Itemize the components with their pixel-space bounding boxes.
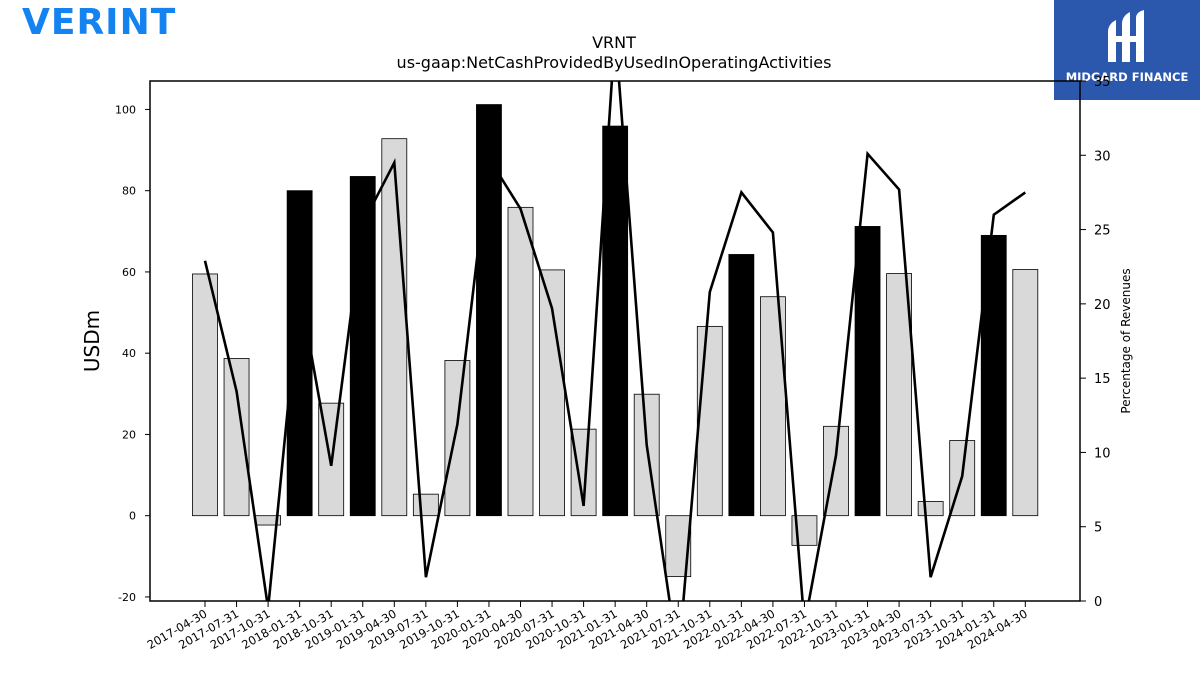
y-tick-label: 80 (122, 185, 136, 198)
y-axis-label: USDm (80, 310, 104, 372)
y2-tick-label: 0 (1094, 595, 1102, 610)
bar-2022-01-31 (728, 254, 755, 517)
bar-2024-04-30 (1012, 269, 1039, 517)
bar-2023-07-31 (917, 501, 944, 517)
y-tick-label: -20 (118, 591, 136, 604)
y-tick-label: 60 (122, 266, 136, 279)
plot-frame (149, 80, 1081, 602)
bar-2018-01-31 (286, 190, 313, 517)
partner-name: MIDGARD FINANCE (1065, 70, 1189, 84)
bar-2023-01-31 (854, 226, 881, 517)
y2-tick-label: 20 (1094, 298, 1111, 313)
y2-tick-label: 25 (1094, 224, 1111, 239)
bar-2017-07-31 (223, 358, 250, 517)
verint-logo: VERINT (22, 2, 177, 43)
y-tick-label: 100 (115, 103, 136, 116)
y2-tick-label: 35 (1094, 75, 1111, 90)
midgard-mark-icon (1108, 10, 1144, 62)
y2-tick-label: 30 (1094, 149, 1111, 164)
bar-2020-04-30 (507, 206, 534, 517)
y2-axis-label: Percentage of Revenues (1119, 268, 1133, 413)
bar-2019-10-31 (444, 360, 471, 517)
bar-2023-04-30 (886, 273, 912, 517)
chart-subtitle: us-gaap:NetCashProvidedByUsedInOperating… (397, 53, 832, 72)
bar-2019-07-31 (412, 493, 439, 517)
percentage-line (203, 81, 1027, 601)
chart-title: VRNT (592, 33, 636, 52)
bar-2017-04-30 (192, 273, 218, 517)
y2-tick-label: 10 (1094, 446, 1111, 461)
line-layer (203, 81, 1027, 601)
y2-tick-label: 15 (1094, 372, 1111, 387)
y2-tick-label: 5 (1094, 521, 1102, 536)
bars-layer (192, 104, 1039, 578)
y-tick-label: 20 (122, 428, 136, 441)
bar-2021-10-31 (696, 325, 723, 517)
bar-2019-04-30 (381, 138, 408, 517)
midgard-finance-logo: MIDGARD FINANCE (1054, 0, 1200, 100)
y-tick-label: 0 (129, 510, 136, 523)
bar-2021-01-31 (602, 125, 629, 517)
y-tick-label: 40 (122, 347, 136, 360)
